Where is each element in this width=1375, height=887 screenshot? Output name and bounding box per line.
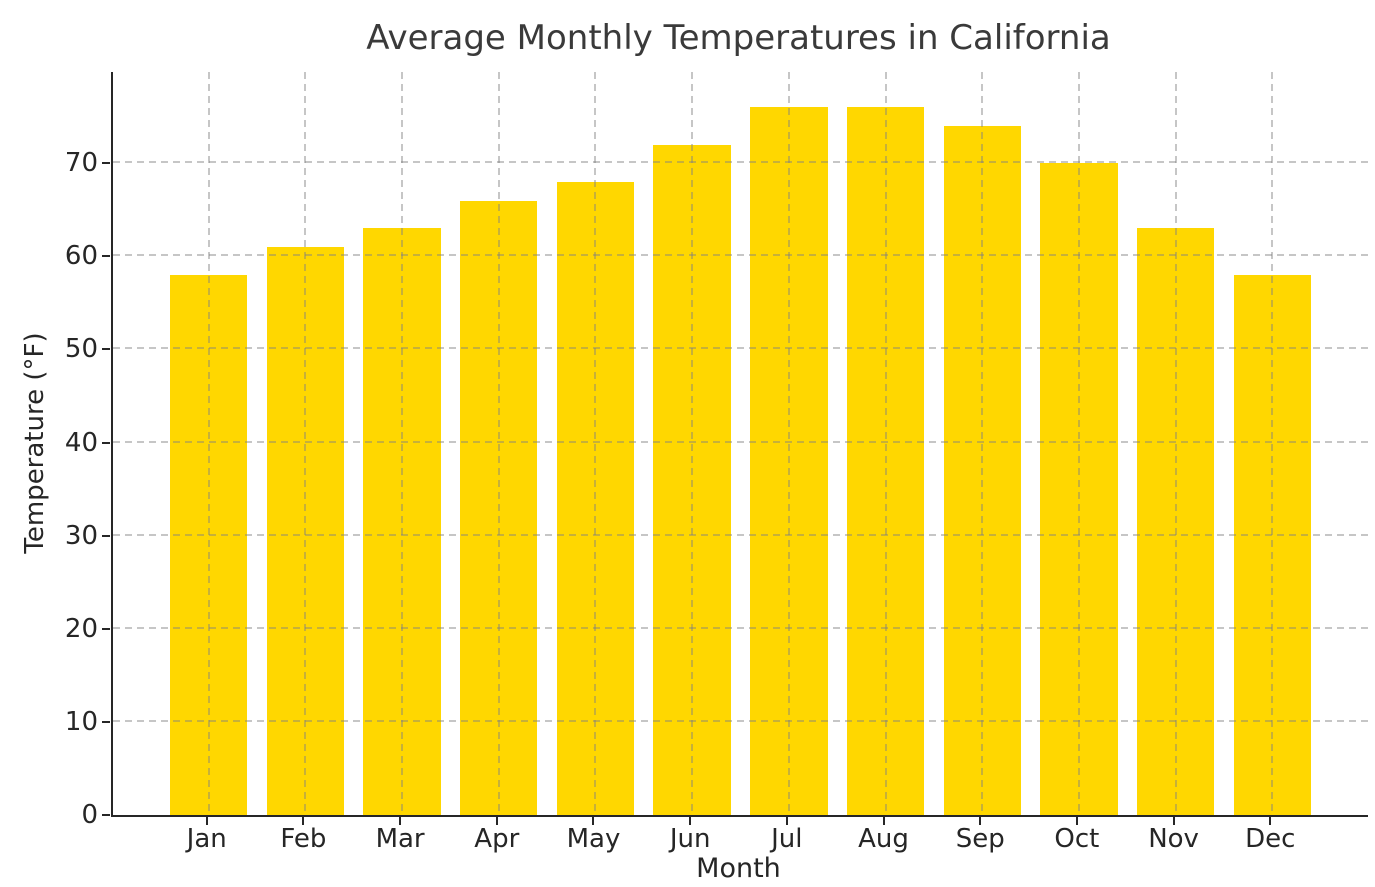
gridline-x-mar (401, 72, 404, 815)
x-tick-mark-may (592, 817, 595, 825)
bar-feb (266, 247, 345, 815)
gridline-x-dec (1271, 72, 1274, 815)
x-tick-mark-jun (689, 817, 692, 825)
gridline-x-may (594, 72, 597, 815)
x-tick-label-nov: Nov (1148, 824, 1199, 854)
y-tick-label-20: 20 (64, 613, 98, 644)
x-tick-label-jul: Jul (771, 824, 803, 854)
x-tick-label-sep: Sep (955, 824, 1005, 854)
x-tick-label-jan: Jan (186, 824, 227, 854)
gridline-x-sep (981, 72, 984, 815)
y-tick-mark-10 (102, 720, 110, 723)
x-tick-mark-feb (302, 817, 305, 825)
x-tick-label-oct: Oct (1054, 824, 1100, 854)
y-tick-label-10: 10 (64, 706, 98, 737)
gridline-y-40 (113, 440, 1368, 443)
gridline-x-aug (884, 72, 887, 815)
gridline-x-oct (1077, 72, 1080, 815)
y-tick-label-40: 40 (64, 427, 98, 458)
chart-title: Average Monthly Temperatures in Californ… (366, 18, 1111, 58)
y-tick-mark-60 (102, 255, 110, 258)
x-tick-label-dec: Dec (1245, 824, 1296, 854)
x-tick-mark-apr (495, 817, 498, 825)
bar-jan (170, 274, 248, 815)
y-tick-mark-30 (102, 534, 110, 537)
bar-dec (1233, 274, 1311, 815)
gridline-x-jun (691, 72, 694, 815)
y-tick-label-0: 0 (81, 800, 98, 830)
x-tick-mark-sep (979, 817, 982, 825)
y-tick-mark-0 (102, 814, 110, 816)
plot-area (111, 72, 1368, 817)
gridline-x-jan (207, 72, 210, 815)
x-tick-mark-mar (399, 817, 402, 825)
y-tick-label-70: 70 (64, 148, 98, 179)
gridline-x-feb (304, 72, 307, 815)
bar-aug (846, 107, 925, 815)
y-tick-label-30: 30 (64, 520, 98, 551)
y-tick-mark-40 (102, 441, 110, 444)
y-tick-mark-20 (102, 627, 110, 630)
x-axis-label: Month (696, 853, 781, 884)
y-tick-mark-50 (102, 348, 110, 351)
gridline-y-50 (113, 347, 1368, 350)
x-tick-mark-aug (882, 817, 885, 825)
gridline-y-10 (113, 719, 1368, 722)
x-tick-label-apr: Apr (474, 824, 520, 854)
gridline-y-60 (113, 254, 1368, 257)
bar-may (556, 181, 635, 815)
bar-jul (750, 107, 828, 815)
gridline-y-70 (113, 161, 1368, 164)
bar-apr (460, 200, 538, 815)
bar-jun (653, 144, 731, 815)
x-tick-mark-oct (1075, 817, 1078, 825)
gridline-y-30 (113, 533, 1368, 536)
gridline-x-apr (497, 72, 500, 815)
gridline-x-nov (1174, 72, 1177, 815)
gridline-y-20 (113, 626, 1368, 629)
x-tick-label-may: May (566, 824, 621, 854)
x-tick-mark-nov (1172, 817, 1175, 825)
y-tick-label-60: 60 (64, 241, 98, 272)
bar-oct (1040, 163, 1118, 815)
y-tick-label-50: 50 (64, 334, 98, 365)
x-tick-label-jun: Jun (669, 824, 711, 854)
x-tick-mark-dec (1269, 817, 1272, 825)
bar-sep (943, 126, 1021, 815)
y-tick-mark-70 (102, 162, 110, 165)
gridline-x-jul (787, 72, 790, 815)
bar-mar (363, 228, 441, 815)
x-tick-label-mar: Mar (375, 824, 425, 854)
x-tick-label-feb: Feb (280, 824, 327, 854)
bar-nov (1136, 228, 1215, 815)
x-tick-mark-jul (785, 817, 788, 825)
x-tick-label-aug: Aug (858, 824, 909, 854)
x-tick-mark-jan (205, 817, 208, 825)
